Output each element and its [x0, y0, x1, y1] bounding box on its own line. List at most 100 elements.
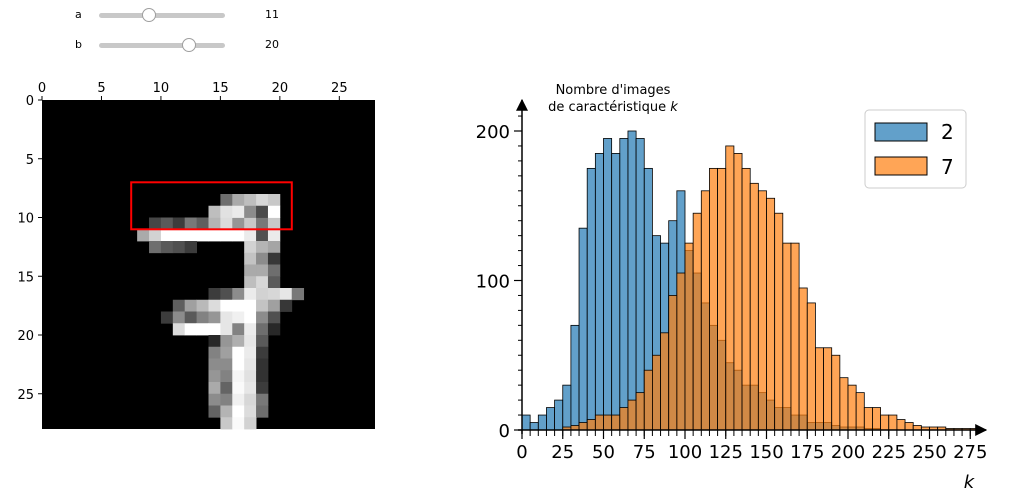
x-tick-label: 0: [516, 442, 527, 463]
image-pixel: [244, 417, 257, 430]
image-pixel: [256, 194, 269, 207]
image-pixel: [208, 229, 221, 242]
image-pixel: [196, 217, 209, 230]
legend-swatch-2: [874, 122, 928, 142]
image-x-tick-label: 15: [212, 81, 229, 96]
image-pixel: [208, 288, 221, 301]
bar-series-7: [855, 392, 865, 431]
image-pixel: [220, 405, 233, 418]
bar-series-2: [635, 138, 645, 431]
bar-series-7: [733, 153, 743, 431]
series-7-bars: [562, 145, 979, 431]
bar-series-7: [798, 287, 808, 431]
bar-series-7: [676, 272, 686, 431]
image-pixel: [256, 299, 269, 312]
image-pixel: [220, 346, 233, 359]
bar-series-7: [668, 295, 678, 431]
image-x-tick-label: 25: [331, 81, 348, 96]
image-pixel: [208, 346, 221, 359]
bar-series-7: [578, 422, 588, 431]
image-pixel: [172, 311, 186, 324]
image-pixel: [232, 194, 245, 207]
image-pixel: [256, 276, 269, 289]
image-pixel: [244, 276, 257, 289]
image-pixel: [256, 335, 269, 348]
bar-series-7: [709, 167, 719, 431]
bar-series-7: [635, 392, 645, 431]
bar-series-2: [627, 130, 637, 431]
image-pixel: [244, 323, 257, 336]
bar-series-7: [888, 414, 898, 431]
image-pixel: [184, 229, 197, 242]
pixel-layer: [137, 194, 305, 430]
bar-series-7: [757, 190, 767, 431]
image-pixel: [244, 205, 257, 218]
image-pixel: [149, 241, 162, 254]
image-pixel: [232, 299, 245, 312]
slider-a-thumb[interactable]: [141, 8, 156, 22]
bar-series-7: [815, 347, 824, 431]
image-pixel: [160, 241, 174, 254]
image-pixel: [208, 205, 221, 218]
image-pixel: [220, 299, 233, 312]
image-pixel: [184, 323, 197, 336]
image-pixel: [232, 205, 245, 218]
image-pixel: [267, 217, 281, 230]
image-pixel: [172, 241, 186, 254]
y-axis-label-text: de caractéristique: [548, 100, 666, 115]
image-pixel: [196, 229, 209, 242]
image-pixel: [208, 393, 221, 406]
x-tick-label: 250: [912, 442, 946, 463]
image-pixel: [232, 217, 245, 230]
image-pixel: [232, 358, 245, 371]
image-y-tick-label: 5: [26, 153, 34, 168]
bar-series-7: [594, 414, 604, 431]
bar-series-7: [774, 212, 784, 431]
image-pixel: [232, 393, 245, 406]
image-pixel: [208, 311, 221, 324]
image-pixel: [244, 405, 257, 418]
chart-legend: 2 7: [864, 109, 967, 189]
slider-b-thumb[interactable]: [182, 38, 196, 52]
y-tick-label: 100: [476, 272, 510, 293]
image-pixel: [184, 217, 197, 230]
image-pixel: [196, 299, 209, 312]
image-pixel: [196, 311, 209, 324]
bar-series-7: [586, 419, 596, 431]
image-pixel: [220, 288, 233, 301]
bar-series-7: [872, 407, 882, 431]
image-pixel: [244, 311, 257, 324]
image-pixel: [172, 217, 186, 230]
slider-a-track[interactable]: [99, 13, 225, 18]
bar-series-2: [586, 167, 596, 431]
bar-series-7: [692, 212, 702, 431]
image-pixel: [220, 393, 233, 406]
image-pixel: [172, 229, 186, 242]
image-pixel: [184, 241, 197, 254]
image-pixel: [256, 358, 269, 371]
image-pixel: [149, 217, 162, 230]
bar-series-7: [652, 354, 661, 431]
x-tick-label: 225: [872, 442, 906, 463]
bar-series-7: [643, 369, 653, 431]
image-axis-ticks: 0 5 10 15 20 25 0 5 10 15 20 25: [17, 81, 347, 403]
image-pixel: [208, 358, 221, 371]
image-pixel: [184, 311, 197, 324]
highlight-rectangle: [130, 181, 293, 231]
image-pixel: [232, 288, 245, 301]
image-pixel: [160, 217, 174, 230]
image-pixel: [244, 370, 257, 383]
slider-b-track[interactable]: [99, 43, 225, 48]
image-pixel: [267, 276, 281, 289]
image-pixel: [208, 323, 221, 336]
x-tick-label: 200: [831, 442, 865, 463]
x-tick-label: 150: [749, 442, 783, 463]
x-tick-label: 275: [953, 442, 987, 463]
slider-b-label: b: [75, 38, 82, 51]
bar-series-7: [790, 242, 800, 431]
image-pixel: [244, 264, 257, 277]
image-pixel: [232, 370, 245, 383]
image-pixel: [244, 252, 257, 265]
image-pixel: [256, 346, 269, 359]
y-axis-label-variable: k: [670, 100, 678, 115]
